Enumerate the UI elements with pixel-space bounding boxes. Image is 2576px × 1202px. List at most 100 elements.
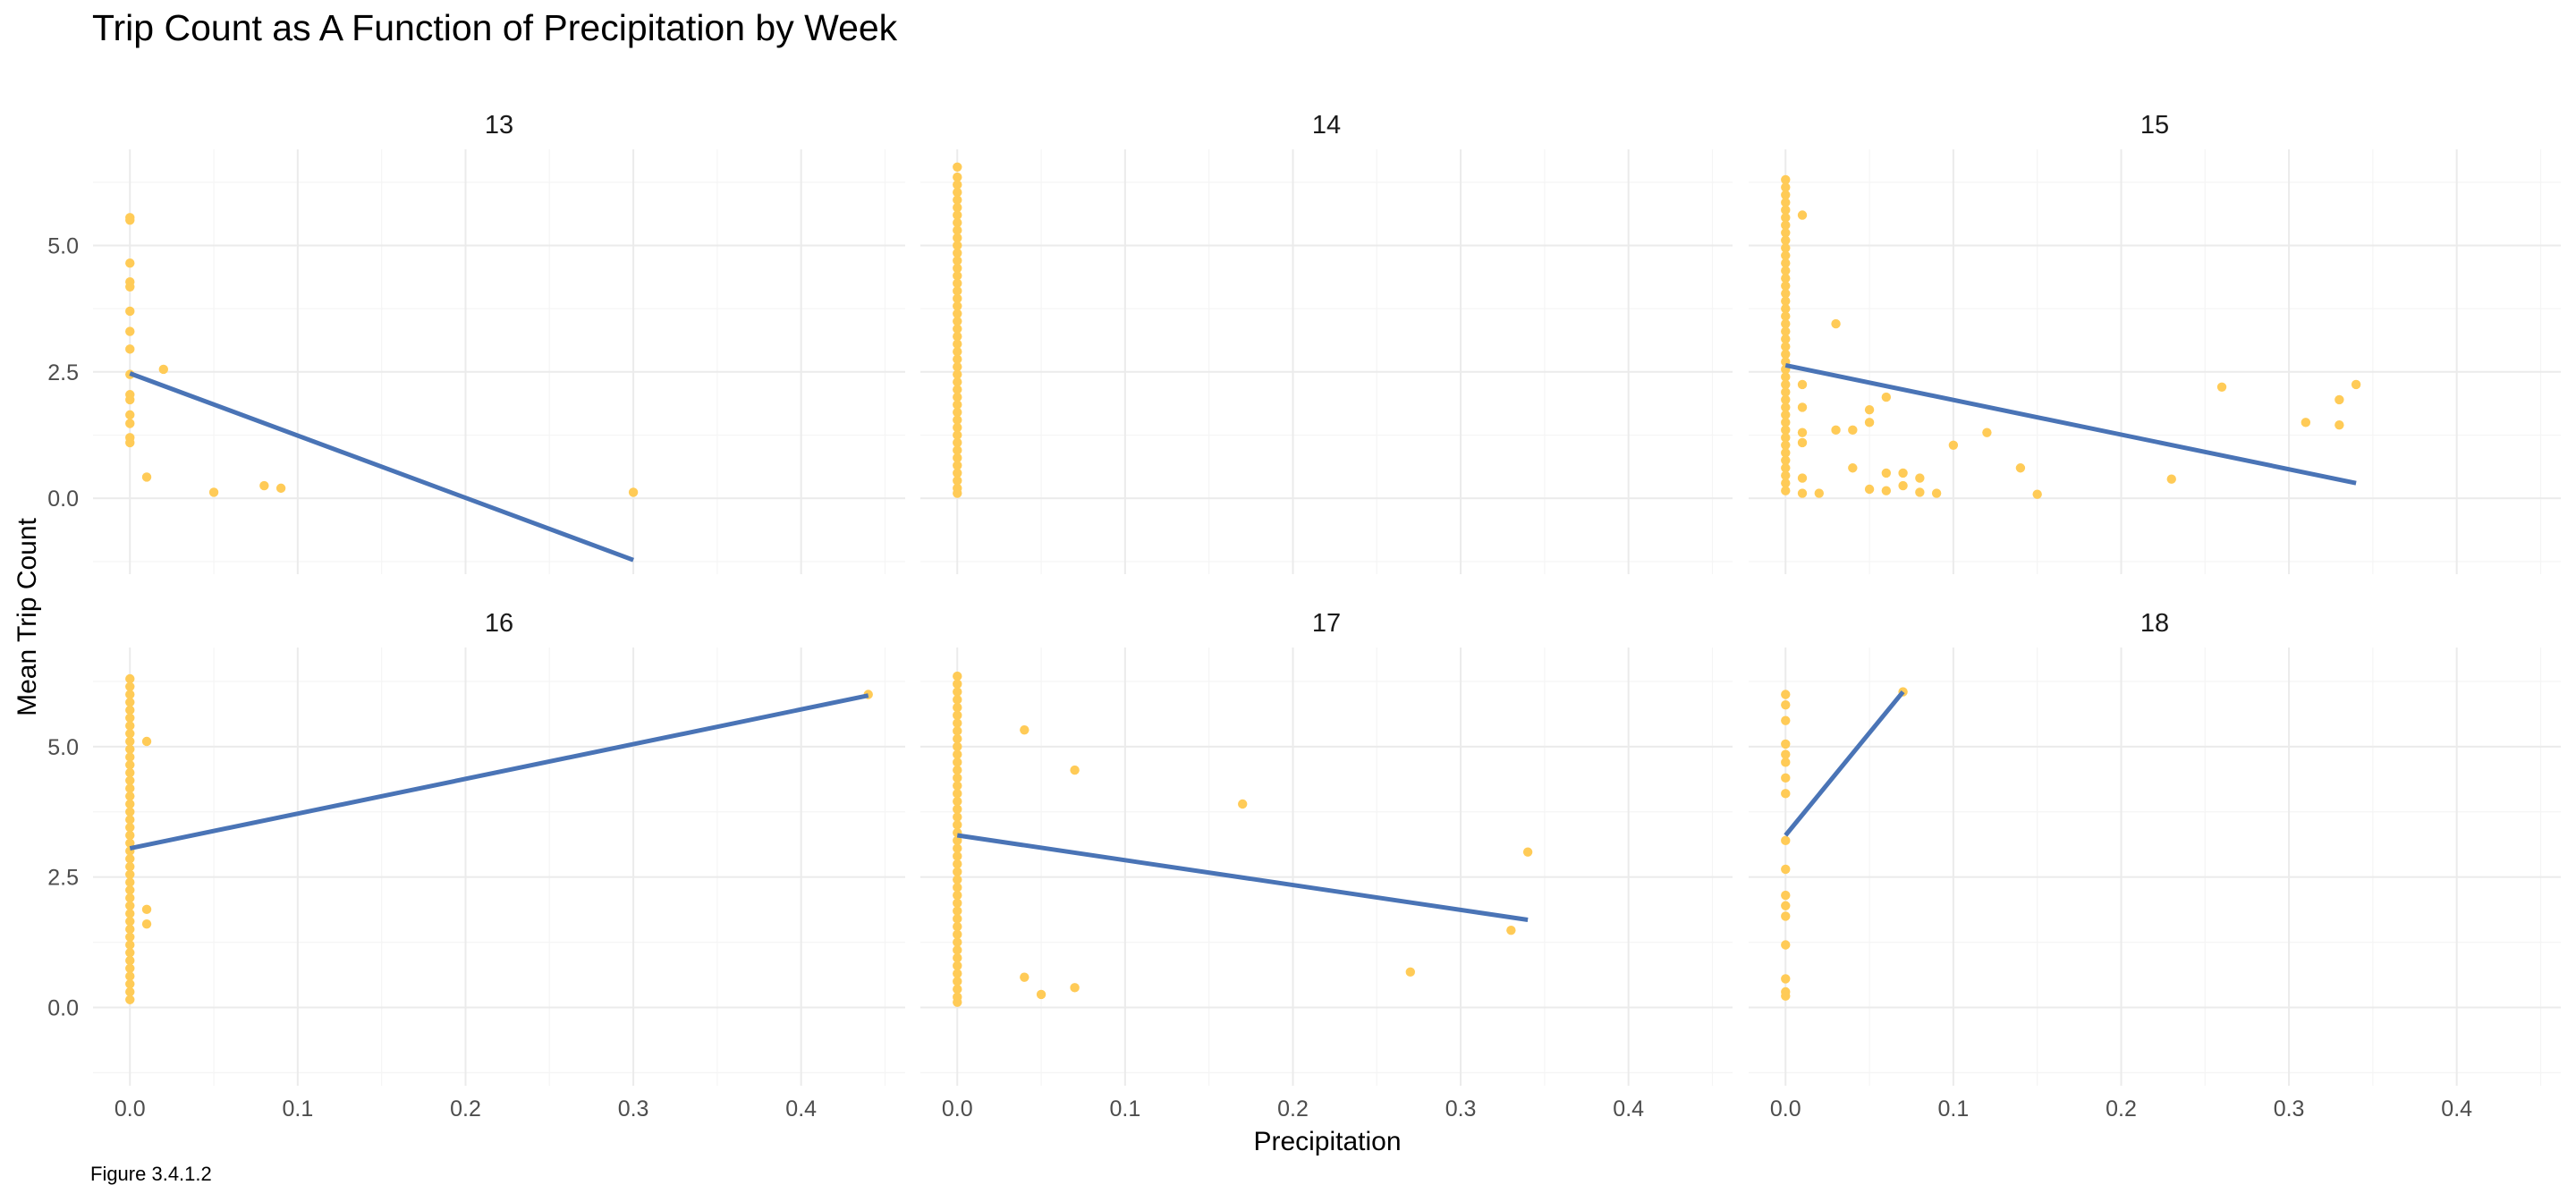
data-point <box>953 671 962 681</box>
y-tick-label: 0.0 <box>47 487 79 512</box>
data-point <box>953 781 962 791</box>
x-tick-label: 0.2 <box>450 1096 481 1122</box>
data-point <box>953 906 962 916</box>
data-point <box>141 736 152 747</box>
data-point <box>125 979 135 989</box>
data-point <box>1781 789 1791 799</box>
data-point <box>1781 379 1791 390</box>
data-point <box>953 859 962 869</box>
data-point <box>125 799 135 809</box>
trend-line-week-13 <box>129 371 634 563</box>
data-point <box>953 422 962 433</box>
data-point <box>953 695 962 705</box>
x-tick-label: 0.3 <box>2274 1096 2305 1122</box>
data-point <box>1848 425 1858 436</box>
data-point <box>1781 463 1791 473</box>
data-point <box>1881 486 1892 495</box>
data-point <box>141 472 152 482</box>
data-point <box>953 476 962 486</box>
data-point <box>953 248 962 258</box>
data-point <box>953 851 962 861</box>
data-point <box>1781 864 1791 875</box>
data-point <box>1781 281 1791 291</box>
data-point <box>2216 382 2227 392</box>
x-tick-label: 0.3 <box>618 1096 649 1122</box>
data-point <box>125 673 135 684</box>
data-point <box>141 918 152 929</box>
data-point <box>1781 205 1791 216</box>
data-point <box>125 854 135 864</box>
data-point <box>953 741 962 752</box>
data-point <box>1781 342 1791 351</box>
data-point <box>953 758 962 767</box>
data-point <box>2301 418 2311 427</box>
data-point <box>125 258 135 268</box>
x-tick-label: 0.0 <box>1770 1096 1801 1122</box>
data-point <box>125 877 135 887</box>
facet-label-week-14: 14 <box>1312 111 1341 140</box>
data-point <box>953 346 962 357</box>
data-point <box>125 326 135 336</box>
facet-label-week-18: 18 <box>2140 609 2169 638</box>
data-point <box>125 901 135 910</box>
data-point <box>1781 372 1791 382</box>
data-point <box>953 210 962 220</box>
data-point <box>1781 182 1791 192</box>
data-point <box>953 317 962 326</box>
y-tick-label: 2.5 <box>47 360 79 385</box>
data-point <box>953 437 962 448</box>
data-point <box>953 407 962 418</box>
data-point <box>1020 724 1030 735</box>
data-point <box>953 997 962 1007</box>
data-point <box>1781 739 1791 749</box>
data-point <box>1781 911 1791 921</box>
data-point <box>953 937 962 947</box>
facet-label-week-15: 15 <box>2140 111 2169 140</box>
data-point <box>1781 250 1791 260</box>
data-point <box>1814 488 1824 498</box>
data-point <box>1781 433 1791 443</box>
data-point <box>1781 974 1791 984</box>
data-point <box>259 480 269 491</box>
data-point <box>953 468 962 478</box>
data-point <box>953 961 962 971</box>
data-point <box>1781 273 1791 284</box>
data-point <box>125 306 135 317</box>
data-point <box>125 986 135 997</box>
data-point <box>1781 486 1791 495</box>
data-point <box>953 945 962 955</box>
data-point <box>1781 940 1791 950</box>
data-point <box>1898 480 1908 491</box>
data-point <box>125 885 135 895</box>
data-point <box>953 195 962 205</box>
data-point <box>953 241 962 250</box>
data-point <box>1405 967 1416 978</box>
data-point <box>125 791 135 801</box>
data-point <box>1070 983 1080 993</box>
data-point <box>1781 991 1791 1001</box>
x-tick-label: 0.1 <box>282 1096 313 1122</box>
x-tick-label: 0.1 <box>1937 1096 1969 1122</box>
data-point <box>953 339 962 349</box>
data-point <box>1797 210 1808 220</box>
data-point <box>2334 394 2344 405</box>
data-point <box>1781 455 1791 465</box>
data-point <box>953 445 962 455</box>
x-tick-label: 0.0 <box>114 1096 146 1122</box>
facet-label-week-13: 13 <box>485 111 513 140</box>
data-point <box>953 461 962 470</box>
data-point <box>125 721 135 731</box>
data-point <box>1864 418 1875 427</box>
data-point <box>953 835 962 846</box>
data-point <box>953 361 962 372</box>
data-point <box>953 977 962 986</box>
data-point <box>1781 288 1791 299</box>
data-point <box>953 385 962 394</box>
data-point <box>1070 765 1080 775</box>
data-point <box>953 890 962 901</box>
data-point <box>1915 473 1925 483</box>
data-point <box>953 749 962 759</box>
data-point <box>125 838 135 848</box>
facet-label-week-16: 16 <box>485 609 513 638</box>
data-point <box>953 969 962 978</box>
